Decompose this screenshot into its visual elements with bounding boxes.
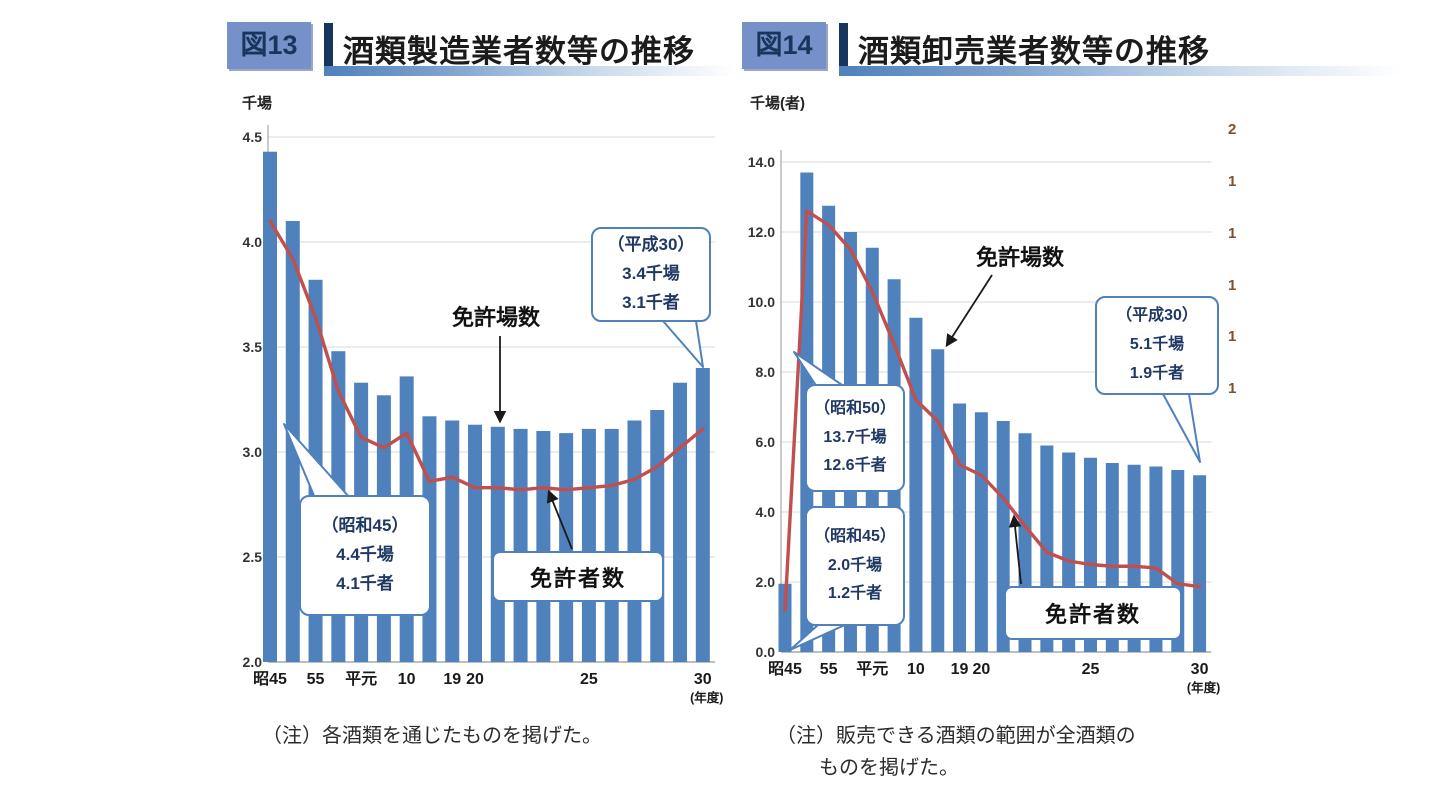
callout-heisei30: （平成30） 3.4千場 3.1千者 bbox=[591, 227, 711, 322]
bar-series-label: 免許場数 bbox=[452, 305, 541, 330]
svg-text:4.0: 4.0 bbox=[756, 504, 776, 520]
svg-text:25: 25 bbox=[1082, 661, 1100, 678]
svg-text:19: 19 bbox=[443, 671, 461, 688]
svg-text:20: 20 bbox=[972, 661, 990, 678]
svg-text:昭45: 昭45 bbox=[253, 670, 287, 688]
note-line: （注）各酒類を通じたものを掲げた。 bbox=[262, 725, 602, 747]
edge-axis-fragment: 1 bbox=[1228, 380, 1237, 397]
callout-line: 3.1千者 bbox=[622, 292, 680, 312]
svg-text:20: 20 bbox=[466, 671, 484, 688]
callout-line: （昭和45） bbox=[814, 527, 896, 545]
note-line: ものを掲げた。 bbox=[819, 757, 959, 779]
svg-text:19: 19 bbox=[951, 661, 969, 678]
svg-text:55: 55 bbox=[307, 671, 325, 688]
callout-line: （昭和50） bbox=[814, 399, 896, 417]
title-underline bbox=[324, 66, 736, 76]
edge-axis-fragment: 1 bbox=[1228, 225, 1237, 242]
callout-showa45: （昭和45） 4.4千場 4.1千者 bbox=[299, 495, 431, 616]
callout-line: 1.2千者 bbox=[827, 585, 883, 603]
figure-14-badge: 図14 bbox=[742, 22, 826, 69]
svg-text:昭45: 昭45 bbox=[768, 660, 802, 678]
edge-axis-fragment: 1 bbox=[1228, 173, 1237, 190]
svg-text:2.0: 2.0 bbox=[243, 654, 263, 670]
callout-line: （平成30） bbox=[1116, 307, 1198, 325]
svg-text:10: 10 bbox=[907, 661, 925, 678]
svg-text:6.0: 6.0 bbox=[756, 434, 776, 450]
y-axis-unit-label: 千場(者) bbox=[750, 95, 805, 112]
callout-line: 4.4千場 bbox=[336, 545, 394, 565]
callout-line: （昭和45） bbox=[321, 516, 409, 536]
callout-line: 4.1千者 bbox=[336, 573, 394, 593]
callout-showa50: （昭和50） 13.7千場 12.6千者 bbox=[805, 384, 905, 492]
svg-text:30: 30 bbox=[694, 671, 712, 688]
svg-text:3.0: 3.0 bbox=[243, 444, 263, 460]
callout-line: 2.0千場 bbox=[827, 556, 883, 574]
svg-text:2.5: 2.5 bbox=[243, 549, 263, 565]
svg-text:0.0: 0.0 bbox=[756, 644, 776, 660]
callout-heisei30: （平成30） 5.1千場 1.9千者 bbox=[1095, 296, 1219, 395]
figure-14-panel: 図14 酒類卸売業者数等の推移 千場(者) 0.0 2.0 4.0 6.0 8.0 10.… bbox=[737, 0, 1440, 810]
callout-line: （平成30） bbox=[607, 235, 695, 255]
title-accent-bar bbox=[324, 23, 333, 75]
edge-axis-fragment: 1 bbox=[1228, 328, 1237, 345]
figure-14-note: （注）販売できる酒類の範囲が全酒類の ものを掲げた。 bbox=[776, 720, 1136, 784]
title-underline bbox=[839, 66, 1401, 76]
svg-text:10.0: 10.0 bbox=[748, 294, 775, 310]
svg-text:14.0: 14.0 bbox=[748, 154, 775, 170]
callout-line: 5.1千場 bbox=[1129, 336, 1185, 354]
note-line: （注）販売できる酒類の範囲が全酒類の bbox=[776, 725, 1136, 747]
edge-axis-fragment: 1 bbox=[1228, 277, 1237, 294]
svg-text:2.0: 2.0 bbox=[756, 574, 776, 590]
figure-13-panel: 図13 酒類製造業者数等の推移 千場 2.0 2.5 3.0 3.5 4.0 4.5 昭45… bbox=[222, 0, 737, 810]
svg-text:4.5: 4.5 bbox=[243, 129, 263, 145]
svg-text:30: 30 bbox=[1191, 661, 1209, 678]
svg-text:平元: 平元 bbox=[856, 660, 888, 678]
svg-text:(年度): (年度) bbox=[1187, 680, 1220, 695]
svg-text:4.0: 4.0 bbox=[243, 234, 263, 250]
line-series-label-box: 免許者数 bbox=[1004, 586, 1182, 640]
figure-13-title: 酒類製造業者数等の推移 bbox=[343, 34, 695, 69]
callout-line: 3.4千場 bbox=[622, 264, 680, 284]
svg-text:55: 55 bbox=[820, 661, 838, 678]
callout-line: 12.6千者 bbox=[823, 457, 887, 475]
bar-series-label: 免許場数 bbox=[976, 245, 1065, 270]
callout-line: 1.9千者 bbox=[1129, 364, 1185, 382]
svg-text:10: 10 bbox=[398, 671, 416, 688]
svg-text:8.0: 8.0 bbox=[756, 364, 776, 380]
svg-text:12.0: 12.0 bbox=[748, 224, 775, 240]
figure-13-badge: 図13 bbox=[227, 22, 311, 69]
svg-text:25: 25 bbox=[580, 671, 598, 688]
svg-text:(年度): (年度) bbox=[690, 690, 723, 705]
y-axis-unit-label: 千場 bbox=[242, 95, 273, 112]
svg-text:平元: 平元 bbox=[345, 670, 377, 688]
figure-13-note: （注）各酒類を通じたものを掲げた。 bbox=[262, 720, 602, 752]
title-accent-bar bbox=[839, 23, 848, 75]
line-series-label-box: 免許者数 bbox=[492, 551, 664, 602]
svg-text:3.5: 3.5 bbox=[243, 339, 263, 355]
callout-showa45: （昭和45） 2.0千場 1.2千者 bbox=[805, 506, 905, 626]
edge-axis-fragment: 2 bbox=[1228, 121, 1237, 138]
callout-line: 13.7千場 bbox=[823, 428, 887, 446]
figure-14-title: 酒類卸売業者数等の推移 bbox=[858, 34, 1210, 69]
